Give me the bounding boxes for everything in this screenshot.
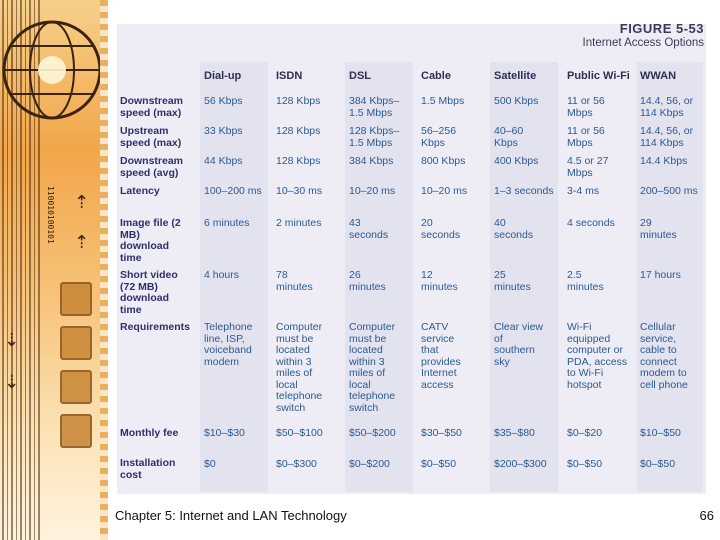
table-cell: 10–30 ms — [276, 185, 323, 197]
table-cell: $10–$30 — [204, 427, 245, 439]
table-cell: $30–$50 — [421, 427, 462, 439]
column-shade — [490, 62, 558, 492]
table-cell: 56 Kbps — [204, 95, 243, 107]
table-cell: $0–$20 — [567, 427, 603, 439]
table-cell: 128 Kbps– 1.5 Mbps — [349, 125, 400, 149]
column-header-public-wifi: Public Wi-Fi — [567, 70, 630, 82]
table-cell: Wi-Fi equipped computer or PDA, access t… — [567, 321, 628, 391]
column-header-cable: Cable — [421, 70, 451, 82]
column-header-wwan: WWAN — [640, 70, 677, 82]
table-cell: 1.5 Mbps — [421, 95, 465, 107]
table-cell: 11 or 56 Mbps — [567, 95, 605, 119]
table-cell: $0–$200 — [349, 458, 390, 470]
table-cell: 384 Kbps — [349, 155, 394, 167]
table-cell: $200–$300 — [494, 458, 547, 470]
row-label-installation-cost: Installation cost — [120, 457, 176, 481]
table-cell: 78 minutes — [276, 269, 313, 293]
globe-icon — [2, 20, 102, 120]
table-cell: 128 Kbps — [276, 125, 321, 137]
row-label-downstream-avg: Downstream speed (avg) — [120, 155, 184, 179]
stripe-border — [100, 0, 108, 540]
table-cell: Cellular service, cable to connect modem… — [640, 321, 688, 391]
monitor-icon — [60, 370, 92, 404]
table-cell: $0–$50 — [421, 458, 457, 470]
column-shade — [345, 62, 413, 492]
table-cell: 40–60 Kbps — [494, 125, 524, 149]
table-cell: 25 minutes — [494, 269, 531, 293]
monitor-icon — [60, 326, 92, 360]
table-cell: 11 or 56 Mbps — [567, 125, 605, 149]
table-cell: 14.4, 56, or 114 Kbps — [640, 95, 694, 119]
table-cell: $0–$300 — [276, 458, 317, 470]
table-cell: 3-4 ms — [567, 185, 600, 197]
row-label-upstream-max: Upstream speed (max) — [120, 125, 182, 149]
table-cell: 384 Kbps– 1.5 Mbps — [349, 95, 400, 119]
table-cell: 128 Kbps — [276, 95, 321, 107]
binary-text: 110010100101 — [46, 186, 55, 244]
row-label-monthly-fee: Monthly fee — [120, 427, 179, 439]
table-cell: 4.5 or 27 Mbps — [567, 155, 609, 179]
row-label-image-file: Image file (2 MB) download time — [120, 217, 181, 264]
slide-footer: Chapter 5: Internet and LAN Technology — [115, 508, 347, 523]
table-cell: Computer must be located within 3 miles … — [276, 321, 323, 414]
column-header-dialup: Dial-up — [204, 70, 242, 82]
figure-title: Internet Access Options — [582, 37, 704, 49]
table-cell: 200–500 ms — [640, 185, 698, 197]
figure-number: FIGURE 5-53 — [619, 21, 704, 36]
table-cell: 2.5 minutes — [567, 269, 604, 293]
column-shade — [637, 62, 703, 492]
table-cell: 12 minutes — [421, 269, 458, 293]
table-cell: 26 minutes — [349, 269, 386, 293]
table-cell: 128 Kbps — [276, 155, 321, 167]
arrow-up-icon: ⇡ — [74, 192, 90, 213]
table-cell: 4 hours — [204, 269, 240, 281]
table-cell: $10–$50 — [640, 427, 681, 439]
table-cell: 400 Kbps — [494, 155, 539, 167]
table-cell: 14.4 Kbps — [640, 155, 688, 167]
column-header-satellite: Satellite — [494, 70, 537, 82]
table-cell: 10–20 ms — [421, 185, 468, 197]
table-cell: $0–$50 — [640, 458, 676, 470]
table-cell: 33 Kbps — [204, 125, 243, 137]
table-cell: 40 seconds — [494, 217, 534, 241]
table-cell: 17 hours — [640, 269, 681, 281]
table-cell: 500 Kbps — [494, 95, 539, 107]
row-label-downstream-max: Downstream speed (max) — [120, 95, 184, 119]
table-cell: 43 seconds — [349, 217, 389, 241]
table-cell: 14.4, 56, or 114 Kbps — [640, 125, 694, 149]
table-cell: $50–$200 — [349, 427, 396, 439]
table-cell: 20 seconds — [421, 217, 461, 241]
table-cell: 56–256 Kbps — [421, 125, 457, 149]
table-cell: 2 minutes — [276, 217, 322, 229]
table-cell: 29 minutes — [640, 217, 677, 241]
table-cell: 4 seconds — [567, 217, 615, 229]
table-cell: 6 minutes — [204, 217, 250, 229]
table-cell: 100–200 ms — [204, 185, 262, 197]
table-cell: 44 Kbps — [204, 155, 243, 167]
row-label-requirements: Requirements — [120, 321, 191, 333]
arrow-down-icon: ⇣ — [4, 372, 20, 393]
table-cell: $50–$100 — [276, 427, 323, 439]
table-cell: Computer must be located within 3 miles … — [349, 321, 396, 414]
arrow-down-icon: ⇣ — [4, 330, 20, 351]
table-cell: 1–3 seconds — [494, 185, 554, 197]
table-cell: $0–$50 — [567, 458, 603, 470]
table-cell: $0 — [204, 458, 216, 470]
table-cell: Clear view of southern sky — [494, 321, 544, 368]
column-shade — [200, 62, 268, 492]
decorative-strip: 110010100101 ⇡ ⇡ ⇣ ⇣ — [0, 0, 108, 540]
table-cell: 10–20 ms — [349, 185, 396, 197]
arrow-up-icon: ⇡ — [74, 232, 90, 253]
row-label-short-video: Short video (72 MB) download time — [120, 269, 178, 316]
column-header-dsl: DSL — [349, 70, 371, 82]
row-label-latency: Latency — [120, 185, 160, 197]
page-number: 66 — [699, 508, 714, 523]
column-header-isdn: ISDN — [276, 70, 303, 82]
table-cell: $35–$80 — [494, 427, 535, 439]
table-cell: CATV service that provides Internet acce… — [421, 321, 461, 391]
monitor-icon — [60, 414, 92, 448]
table-cell: Telephone line, ISP, voiceband modem — [204, 321, 253, 368]
table-cell: 800 Kbps — [421, 155, 466, 167]
monitor-icon — [60, 282, 92, 316]
